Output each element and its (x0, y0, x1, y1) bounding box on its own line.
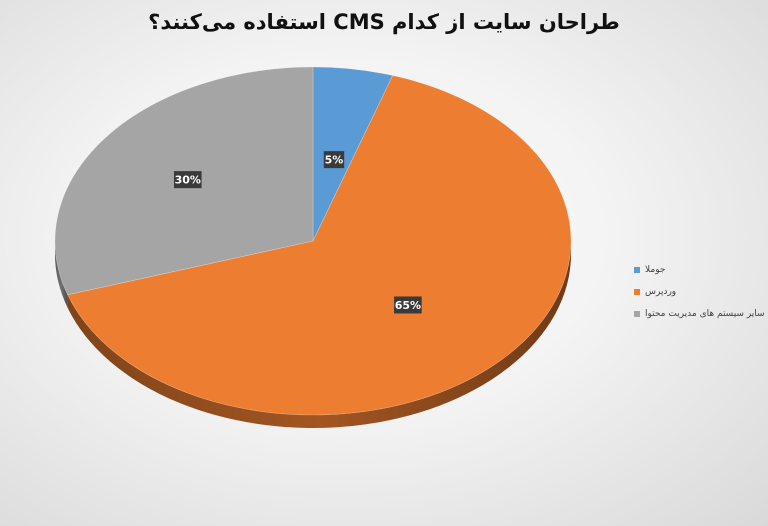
pie-slice-joomla (312, 66, 394, 242)
data-label-box-wordpress (394, 296, 422, 314)
legend-item-joomla: جوملا (634, 259, 765, 281)
legend-label-other-cms: سایر سیستم های مدیریت محتوا (645, 309, 765, 319)
legend-swatch-wordpress (634, 289, 640, 295)
data-label-text-joomla: 5% (325, 154, 344, 167)
pie-rims (55, 241, 572, 429)
legend-label-joomla: جوملا (645, 265, 666, 275)
legend-item-other-cms: سایر سیستم های مدیریت محتوا (634, 303, 765, 325)
pie-tops (54, 66, 572, 416)
pie-data-labels: 5% 65% 30% (173, 151, 422, 314)
legend-swatch-joomla (634, 267, 640, 273)
data-label-wordpress: 65% (394, 296, 422, 314)
data-label-text-other-cms: 30% (175, 174, 201, 187)
pie-slice-wordpress (67, 75, 572, 416)
legend-label-wordpress: وردپرس (645, 287, 677, 297)
legend: جوملا وردپرس سایر سیستم های مدیریت محتوا (634, 259, 765, 325)
data-label-other-cms: 30% (173, 171, 202, 189)
chart-title: طراحان سایت از کدام CMS استفاده می‌کنند؟ (148, 10, 620, 34)
legend-item-wordpress: وردپرس (634, 281, 765, 303)
legend-swatch-other-cms (634, 311, 640, 317)
data-label-box-joomla (323, 151, 345, 169)
pie-rim-shade-other-cms (55, 241, 68, 308)
data-label-text-wordpress: 65% (395, 299, 421, 312)
data-label-joomla: 5% (323, 151, 345, 169)
data-label-box-other-cms (173, 171, 202, 189)
